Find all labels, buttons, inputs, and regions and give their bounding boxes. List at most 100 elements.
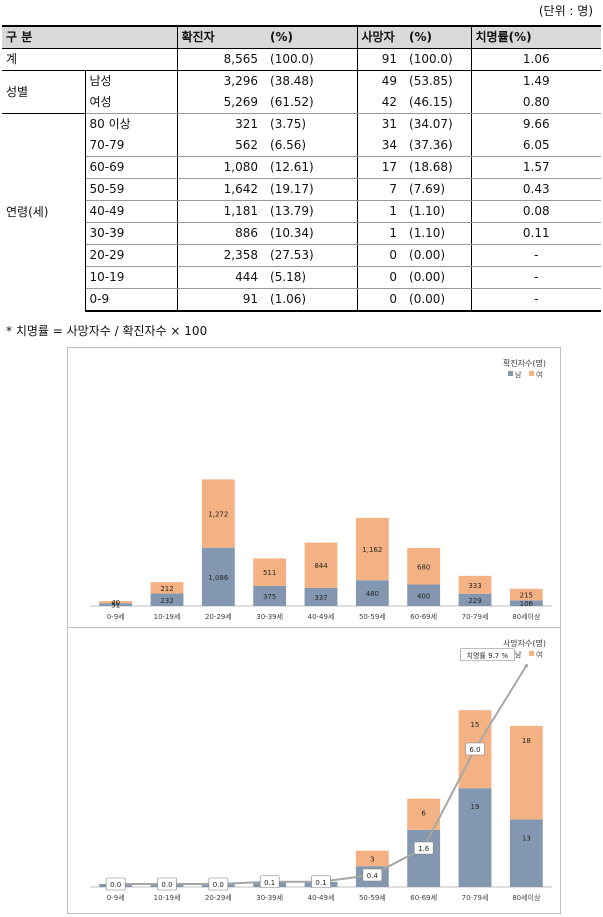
group-label-sex: 성별 <box>2 70 86 114</box>
cases-cell: 886 <box>177 222 263 245</box>
header-deaths-pct: (%) <box>401 25 472 49</box>
cfr-label-box <box>157 877 177 891</box>
x-tick-label: 40-49세 <box>308 612 335 621</box>
deaths-cell: 1 <box>357 222 402 245</box>
row-label: 0-9 <box>85 288 178 312</box>
cfr-data-label: 0.1 <box>264 879 275 887</box>
x-tick-label: 30-39세 <box>256 893 283 902</box>
cfr-data-label: 0.1 <box>315 879 326 887</box>
x-tick-label: 50-59세 <box>359 893 386 902</box>
x-tick-label: 20-29세 <box>205 612 232 621</box>
table-header-row: 구 분 확진자 (%) 사망자 (%) 치명률(%) <box>2 25 602 49</box>
bar-male <box>407 829 441 887</box>
deaths-pct-cell: (37.36) <box>401 135 472 157</box>
cases-pct-cell: (38.48) <box>262 70 358 92</box>
data-label-female: 40 <box>111 599 120 607</box>
deaths-pct-cell: (34.07) <box>401 113 472 135</box>
data-label-female: 215 <box>520 592 533 600</box>
cases-pct-cell: (5.18) <box>262 266 358 289</box>
deaths-pct-cell: (7.69) <box>401 178 472 201</box>
data-label-female: 18 <box>522 737 531 745</box>
bar-male <box>458 788 492 887</box>
cases-cell: 91 <box>177 288 263 312</box>
bar-female <box>458 575 492 594</box>
cfr-data-label: 1.6 <box>418 845 430 853</box>
deaths-pct-cell: (1.10) <box>401 200 472 223</box>
bar-female <box>304 542 338 588</box>
data-label-female: 844 <box>314 562 328 570</box>
bar-female <box>355 517 389 581</box>
data-label-male: 480 <box>366 590 379 598</box>
row-label: 70-79 <box>85 135 178 157</box>
header-category: 구 분 <box>2 25 178 49</box>
bar-male <box>201 547 235 606</box>
table-row: 30-39 886 (10.34) 1 (1.10) 0.11 <box>2 222 602 245</box>
deaths-chart: 사망자수(명) 남 여 0-9세 10-19세 20-29세 30-39세 40-49세 3 50… <box>90 638 552 902</box>
bar-female <box>407 548 441 585</box>
data-label-male: 232 <box>160 597 173 605</box>
x-tick-label: 60-69세 <box>410 893 437 902</box>
cfr-label-box <box>413 841 434 855</box>
data-label-female: 333 <box>468 582 481 590</box>
cfr-cell: - <box>471 266 602 289</box>
table-row: 10-19 444 (5.18) 0 (0.00) - <box>2 266 602 289</box>
header-cases: 확진자 <box>177 25 263 49</box>
deaths-cell: 7 <box>357 178 402 201</box>
row-label: 남성 <box>85 70 178 92</box>
cases-pct-cell: (6.56) <box>262 135 358 157</box>
cfr-cell: - <box>471 288 602 312</box>
deaths-pct-cell: (46.15) <box>401 92 472 114</box>
x-tick-label: 0-9세 <box>107 893 125 902</box>
cases-chart-panel: 확진자수(명) 남 여 51 40 0-9세 232 212 10-19세 1,086 1,272 2… <box>67 347 561 629</box>
data-label-male: 19 <box>471 803 480 811</box>
cfr-label-box <box>259 875 280 889</box>
group-label-age: 연령(세) <box>2 113 86 311</box>
data-label-female: 3 <box>370 855 374 863</box>
cfr-label-box <box>105 877 126 891</box>
data-label-female: 6 <box>421 810 426 818</box>
data-label-male: 13 <box>522 834 531 842</box>
cfr-cell: 1.49 <box>471 70 602 92</box>
data-label-male: 1,086 <box>208 574 229 582</box>
row-label: 80 이상 <box>85 113 178 135</box>
row-label: 10-19 <box>85 266 178 289</box>
row-label: 30-39 <box>85 222 178 245</box>
cases-cell: 2,358 <box>177 244 263 267</box>
table-row: 70-79 562 (6.56) 34 (37.36) 6.05 <box>2 135 602 157</box>
table-row: 60-69 1,080 (12.61) 17 (18.68) 1.57 <box>2 156 602 179</box>
cases-cell: 1,642 <box>177 178 263 201</box>
row-label: 20-29 <box>85 244 178 267</box>
legend-label-male: 남 <box>515 650 522 659</box>
cases-cell: 321 <box>177 113 263 135</box>
cases-pct-cell: (100.0) <box>262 48 358 71</box>
data-label-female: 1,162 <box>362 546 382 554</box>
row-label: 50-59 <box>85 178 178 201</box>
data-label-male: 400 <box>417 592 430 600</box>
bar-female <box>99 601 133 604</box>
chart-title: 사망자수(명) <box>503 638 546 648</box>
cfr-label-box <box>465 742 485 756</box>
table-row: 40-49 1,181 (13.79) 1 (1.10) 0.08 <box>2 200 602 223</box>
row-label: 여성 <box>85 92 178 114</box>
bar-male <box>407 584 441 606</box>
deaths-pct-cell: (0.00) <box>401 244 472 267</box>
cases-cell: 562 <box>177 135 263 157</box>
x-tick-label: 0-9세 <box>107 612 125 621</box>
x-tick-label: 10-19세 <box>154 893 181 902</box>
x-tick-label: 50-59세 <box>359 612 386 621</box>
header-cfr: 치명률(%) <box>471 25 602 49</box>
deaths-cell: 49 <box>357 70 402 92</box>
bar-female <box>407 798 441 830</box>
cases-cell: 8,565 <box>223 52 259 66</box>
legend-label-female: 여 <box>536 370 542 379</box>
x-tick-label: 80세이상 <box>512 612 541 621</box>
cfr-cell: - <box>471 244 602 267</box>
row-label: 40-49 <box>85 200 178 223</box>
cases-pct-cell: (13.79) <box>262 200 358 223</box>
cfr-label-box <box>362 868 383 882</box>
cfr-label-box <box>208 877 229 891</box>
cases-cell: 3,296 <box>177 70 263 92</box>
cfr-cell: 0.80 <box>471 92 602 114</box>
unit-label: (단위 : 명) <box>538 4 593 18</box>
data-label-female: 212 <box>160 585 173 593</box>
